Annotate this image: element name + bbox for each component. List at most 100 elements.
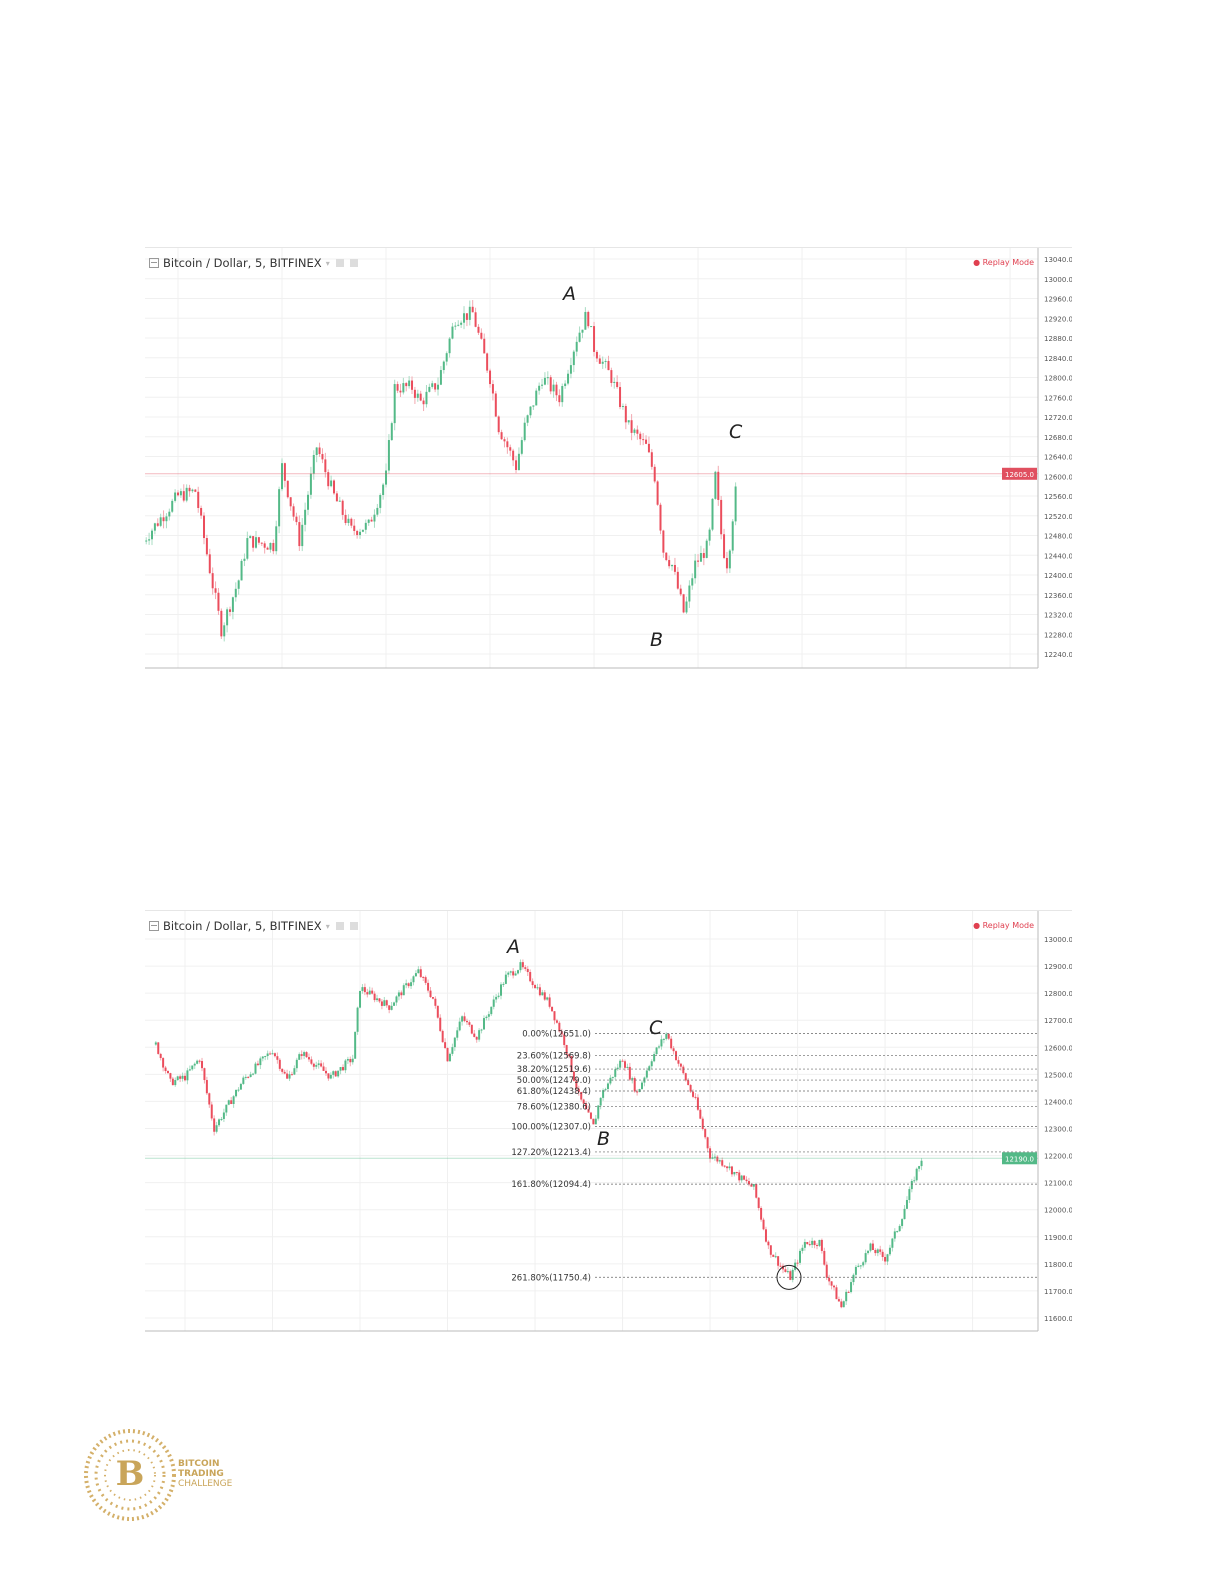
- candle: [211, 573, 214, 589]
- candle: [385, 470, 388, 485]
- candle: [320, 1063, 323, 1067]
- candle: [356, 530, 359, 536]
- candle: [908, 1189, 911, 1200]
- candle: [431, 383, 434, 387]
- candle: [558, 395, 561, 403]
- y-tick-label: 12800.0: [1044, 990, 1072, 998]
- chart-canvas[interactable]: 13040.0 13000.0 12960.0 12920.0 12880.0 12840…: [145, 248, 1072, 673]
- candle: [523, 422, 526, 441]
- candle: [720, 499, 723, 535]
- candle: [431, 997, 434, 999]
- candle: [383, 1000, 386, 1006]
- collapse-icon[interactable]: [149, 258, 159, 268]
- candle: [468, 306, 471, 320]
- candle: [261, 1056, 264, 1059]
- candle: [422, 976, 425, 978]
- candle: [905, 1199, 908, 1209]
- candle: [645, 1070, 648, 1078]
- chart-top[interactable]: 13040.0 13000.0 12960.0 12920.0 12880.0 12840…: [145, 247, 1072, 673]
- candle: [214, 588, 217, 593]
- candle: [227, 1100, 230, 1105]
- candle: [607, 360, 610, 371]
- y-tick-label: 12760.0: [1044, 394, 1072, 402]
- candle: [699, 553, 702, 562]
- candle: [546, 997, 549, 1000]
- candle: [558, 1022, 561, 1032]
- eye-icon[interactable]: [335, 922, 344, 930]
- candle: [444, 1042, 447, 1049]
- candle: [451, 326, 454, 339]
- candle: [920, 1160, 923, 1167]
- candle: [502, 983, 505, 985]
- candle: [312, 1063, 315, 1067]
- candle: [244, 1076, 247, 1078]
- candle: [232, 1096, 235, 1105]
- candle: [515, 460, 518, 470]
- candle: [341, 500, 344, 515]
- candle: [305, 1052, 308, 1058]
- candle: [561, 386, 564, 403]
- candle: [300, 1054, 303, 1056]
- candle: [425, 391, 428, 405]
- candle: [531, 981, 534, 986]
- gear-icon[interactable]: [349, 259, 358, 267]
- collapse-icon[interactable]: [149, 921, 159, 931]
- candle: [647, 443, 650, 453]
- candle: [342, 1067, 345, 1071]
- candle: [578, 332, 581, 342]
- candle: [777, 1256, 780, 1266]
- candle: [281, 1068, 284, 1072]
- candle: [290, 1074, 293, 1076]
- candle: [915, 1168, 918, 1181]
- candle: [257, 537, 260, 543]
- candle: [730, 1166, 733, 1175]
- candle: [266, 1053, 269, 1057]
- candle: [671, 564, 674, 567]
- candle: [903, 1208, 906, 1220]
- y-tick-label: 12000.0: [1044, 1207, 1072, 1215]
- candle: [177, 492, 179, 496]
- chevron-down-icon[interactable]: ▾: [325, 921, 330, 931]
- candle: [564, 383, 567, 387]
- candle: [278, 1059, 281, 1069]
- candle: [570, 1056, 573, 1072]
- candle: [482, 1018, 485, 1030]
- candle: [697, 560, 700, 562]
- candle: [293, 1068, 296, 1075]
- candle: [439, 1017, 442, 1031]
- candle: [286, 480, 289, 498]
- candle: [723, 534, 726, 558]
- candle: [706, 1137, 709, 1149]
- candle: [673, 564, 676, 572]
- symbol-header[interactable]: Bitcoin / Dollar, 5, BITFINEX ▾: [149, 919, 358, 933]
- candle: [497, 995, 500, 997]
- chart-canvas[interactable]: 13000.0 12900.0 12800.0 12700.0 12600.0 12500…: [145, 911, 1072, 1336]
- candle: [543, 992, 546, 1000]
- candle: [188, 487, 191, 492]
- chart-bottom[interactable]: 13000.0 12900.0 12800.0 12700.0 12600.0 12500…: [145, 910, 1072, 1336]
- candle: [543, 377, 546, 385]
- symbol-header[interactable]: Bitcoin / Dollar, 5, BITFINEX ▾: [149, 256, 358, 270]
- y-tick-label: 11700.0: [1044, 1288, 1072, 1296]
- candle: [489, 370, 492, 385]
- candle: [606, 1083, 609, 1090]
- candle: [893, 1231, 896, 1239]
- chevron-down-icon[interactable]: ▾: [325, 258, 330, 268]
- candle: [436, 1005, 439, 1018]
- candle: [249, 1074, 252, 1077]
- candle: [471, 306, 474, 313]
- candle: [857, 1265, 860, 1267]
- candle: [334, 1071, 337, 1077]
- eye-icon[interactable]: [335, 259, 344, 267]
- y-tick-label: 12400.0: [1044, 1098, 1072, 1106]
- candle: [434, 998, 437, 1006]
- fib-level-label: 78.60%(12380.6): [517, 1103, 591, 1113]
- candle: [599, 1097, 602, 1106]
- candle: [874, 1250, 877, 1254]
- candle: [150, 530, 153, 540]
- candle: [240, 560, 243, 581]
- candle: [767, 1241, 770, 1246]
- candle: [662, 530, 665, 553]
- candle: [405, 383, 408, 387]
- gear-icon[interactable]: [349, 922, 358, 930]
